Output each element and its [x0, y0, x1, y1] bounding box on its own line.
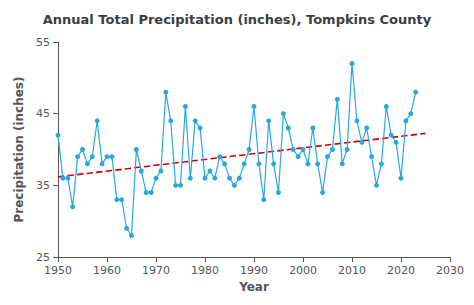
- svg-text:Precipitation (inches): Precipitation (inches): [12, 77, 26, 223]
- svg-text:1950: 1950: [44, 264, 72, 277]
- svg-text:1970: 1970: [142, 264, 170, 277]
- svg-text:55: 55: [36, 36, 50, 49]
- svg-text:1980: 1980: [191, 264, 219, 277]
- svg-text:45: 45: [36, 107, 50, 120]
- svg-text:Annual Total Precipitation (in: Annual Total Precipitation (inches), Tom…: [43, 12, 432, 27]
- svg-text:25: 25: [36, 251, 50, 264]
- svg-text:2020: 2020: [387, 264, 415, 277]
- svg-text:35: 35: [36, 179, 50, 192]
- svg-text:1960: 1960: [93, 264, 121, 277]
- svg-text:2000: 2000: [289, 264, 317, 277]
- svg-text:1990: 1990: [240, 264, 268, 277]
- svg-text:2030: 2030: [436, 264, 464, 277]
- svg-text:2010: 2010: [338, 264, 366, 277]
- svg-text:Year: Year: [238, 280, 269, 294]
